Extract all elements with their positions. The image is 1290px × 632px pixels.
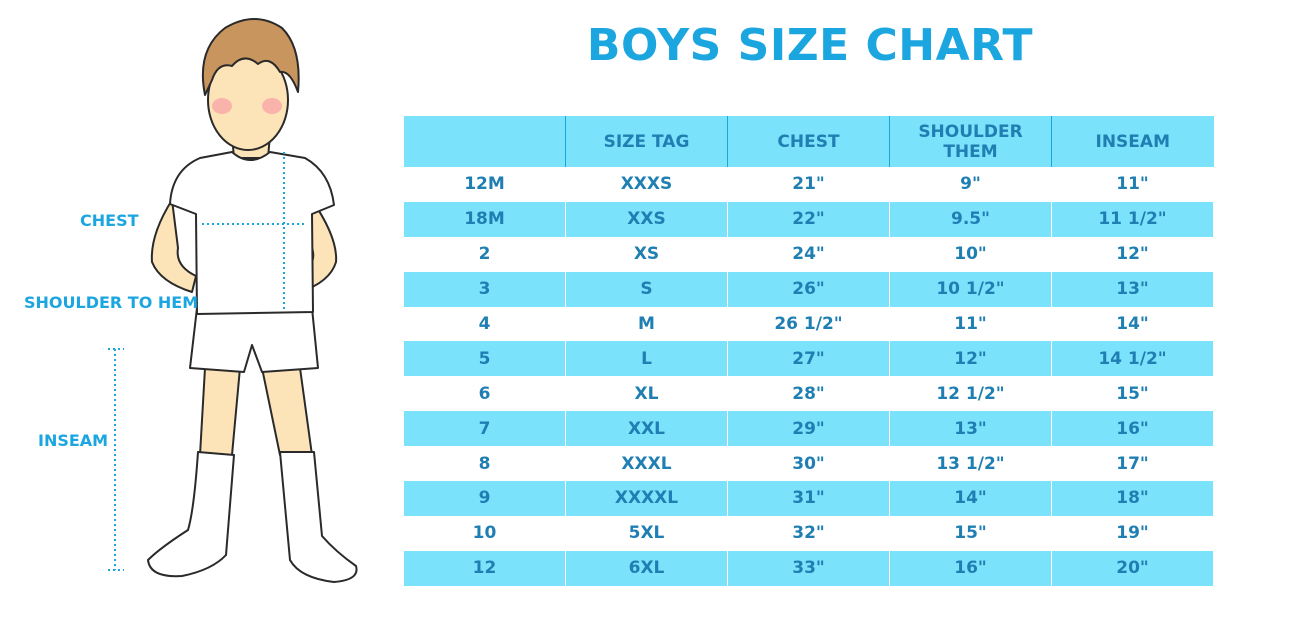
shoulder-cell: 12" <box>889 341 1052 377</box>
chest-cell: 22" <box>727 201 890 237</box>
shoulder-to-hem-label: SHOULDER TO HEM <box>24 293 199 312</box>
chest-cell: 26 1/2" <box>727 306 890 342</box>
size-chart-table: SIZE TAG CHEST SHOULDER THEM INSEAM 12M … <box>403 116 1214 586</box>
size-cell: 4 <box>403 306 566 342</box>
table-row: 2 XS 24" 10" 12" <box>403 236 1214 272</box>
table-row: 8 XXXL 30" 13 1/2" 17" <box>403 446 1214 482</box>
shoulder-cell: 10" <box>889 236 1052 272</box>
table-row: 9 XXXXL 31" 14" 18" <box>403 481 1214 516</box>
inseam-cell: 15" <box>1051 376 1214 412</box>
table-row: 7 XXL 29" 13" 16" <box>403 411 1214 447</box>
size-cell: 12 <box>403 550 566 586</box>
inseam-cell: 13" <box>1051 271 1214 307</box>
shoulder-cell: 10 1/2" <box>889 271 1052 307</box>
chest-cell: 24" <box>727 236 890 272</box>
size-tag-cell: S <box>565 271 728 307</box>
table-header-row: SIZE TAG CHEST SHOULDER THEM INSEAM <box>403 116 1214 167</box>
chest-cell: 32" <box>727 515 890 551</box>
size-cell: 12M <box>403 167 566 202</box>
shoulder-cell: 15" <box>889 515 1052 551</box>
shoulder-cell: 16" <box>889 550 1052 586</box>
size-cell: 6 <box>403 376 566 412</box>
shoulder-cell: 11" <box>889 306 1052 342</box>
size-cell: 5 <box>403 341 566 377</box>
size-cell: 7 <box>403 411 566 447</box>
chest-cell: 30" <box>727 446 890 482</box>
table-row: 4 M 26 1/2" 11" 14" <box>403 306 1214 342</box>
table-row: 6 XL 28" 12 1/2" 15" <box>403 376 1214 412</box>
chest-cell: 27" <box>727 341 890 377</box>
shoulder-cell: 14" <box>889 481 1052 516</box>
boy-figure-illustration <box>108 18 358 583</box>
inseam-cell: 12" <box>1051 236 1214 272</box>
shoulder-cell: 9" <box>889 167 1052 202</box>
inseam-cell: 16" <box>1051 411 1214 447</box>
table-row: 3 S 26" 10 1/2" 13" <box>403 271 1214 307</box>
chest-cell: 21" <box>727 167 890 202</box>
size-tag-cell: XXL <box>565 411 728 447</box>
chest-cell: 26" <box>727 271 890 307</box>
size-cell: 9 <box>403 481 566 516</box>
size-cell: 3 <box>403 271 566 307</box>
inseam-cell: 11 1/2" <box>1051 201 1214 237</box>
shoulder-cell: 12 1/2" <box>889 376 1052 412</box>
size-cell: 8 <box>403 446 566 482</box>
table-row: 18M XXS 22" 9.5" 11 1/2" <box>403 201 1214 237</box>
shoulder-cell: 9.5" <box>889 201 1052 237</box>
chest-cell: 29" <box>727 411 890 447</box>
inseam-label: INSEAM <box>38 431 109 450</box>
size-cell: 2 <box>403 236 566 272</box>
size-tag-cell: XXXXL <box>565 481 728 516</box>
page-title: BOYS SIZE CHART <box>586 20 1034 71</box>
size-tag-cell: L <box>565 341 728 377</box>
shoulder-cell: 13" <box>889 411 1052 447</box>
chest-cell: 28" <box>727 376 890 412</box>
size-tag-cell: M <box>565 306 728 342</box>
table-row: 5 L 27" 12" 14 1/2" <box>403 341 1214 377</box>
header-blank <box>403 116 566 167</box>
size-tag-cell: XXXL <box>565 446 728 482</box>
shoulder-cell: 13 1/2" <box>889 446 1052 482</box>
header-shoulder-them: SHOULDER THEM <box>889 116 1052 167</box>
table-row: 12 6XL 33" 16" 20" <box>403 550 1214 586</box>
chest-cell: 33" <box>727 550 890 586</box>
header-chest: CHEST <box>727 116 890 167</box>
header-size-tag: SIZE TAG <box>565 116 728 167</box>
size-cell: 18M <box>403 201 566 237</box>
header-inseam: INSEAM <box>1051 116 1214 167</box>
inseam-cell: 17" <box>1051 446 1214 482</box>
size-tag-cell: XXS <box>565 201 728 237</box>
inseam-cell: 14" <box>1051 306 1214 342</box>
size-tag-cell: XS <box>565 236 728 272</box>
inseam-cell: 18" <box>1051 481 1214 516</box>
table-row: 12M XXXS 21" 9" 11" <box>403 167 1214 202</box>
inseam-cell: 20" <box>1051 550 1214 586</box>
chest-label: CHEST <box>80 211 139 230</box>
inseam-cell: 11" <box>1051 167 1214 202</box>
size-tag-cell: 5XL <box>565 515 728 551</box>
size-tag-cell: XXXS <box>565 167 728 202</box>
inseam-cell: 19" <box>1051 515 1214 551</box>
table-row: 10 5XL 32" 15" 19" <box>403 515 1214 551</box>
inseam-cell: 14 1/2" <box>1051 341 1214 377</box>
size-cell: 10 <box>403 515 566 551</box>
chest-cell: 31" <box>727 481 890 516</box>
size-tag-cell: 6XL <box>565 550 728 586</box>
size-tag-cell: XL <box>565 376 728 412</box>
